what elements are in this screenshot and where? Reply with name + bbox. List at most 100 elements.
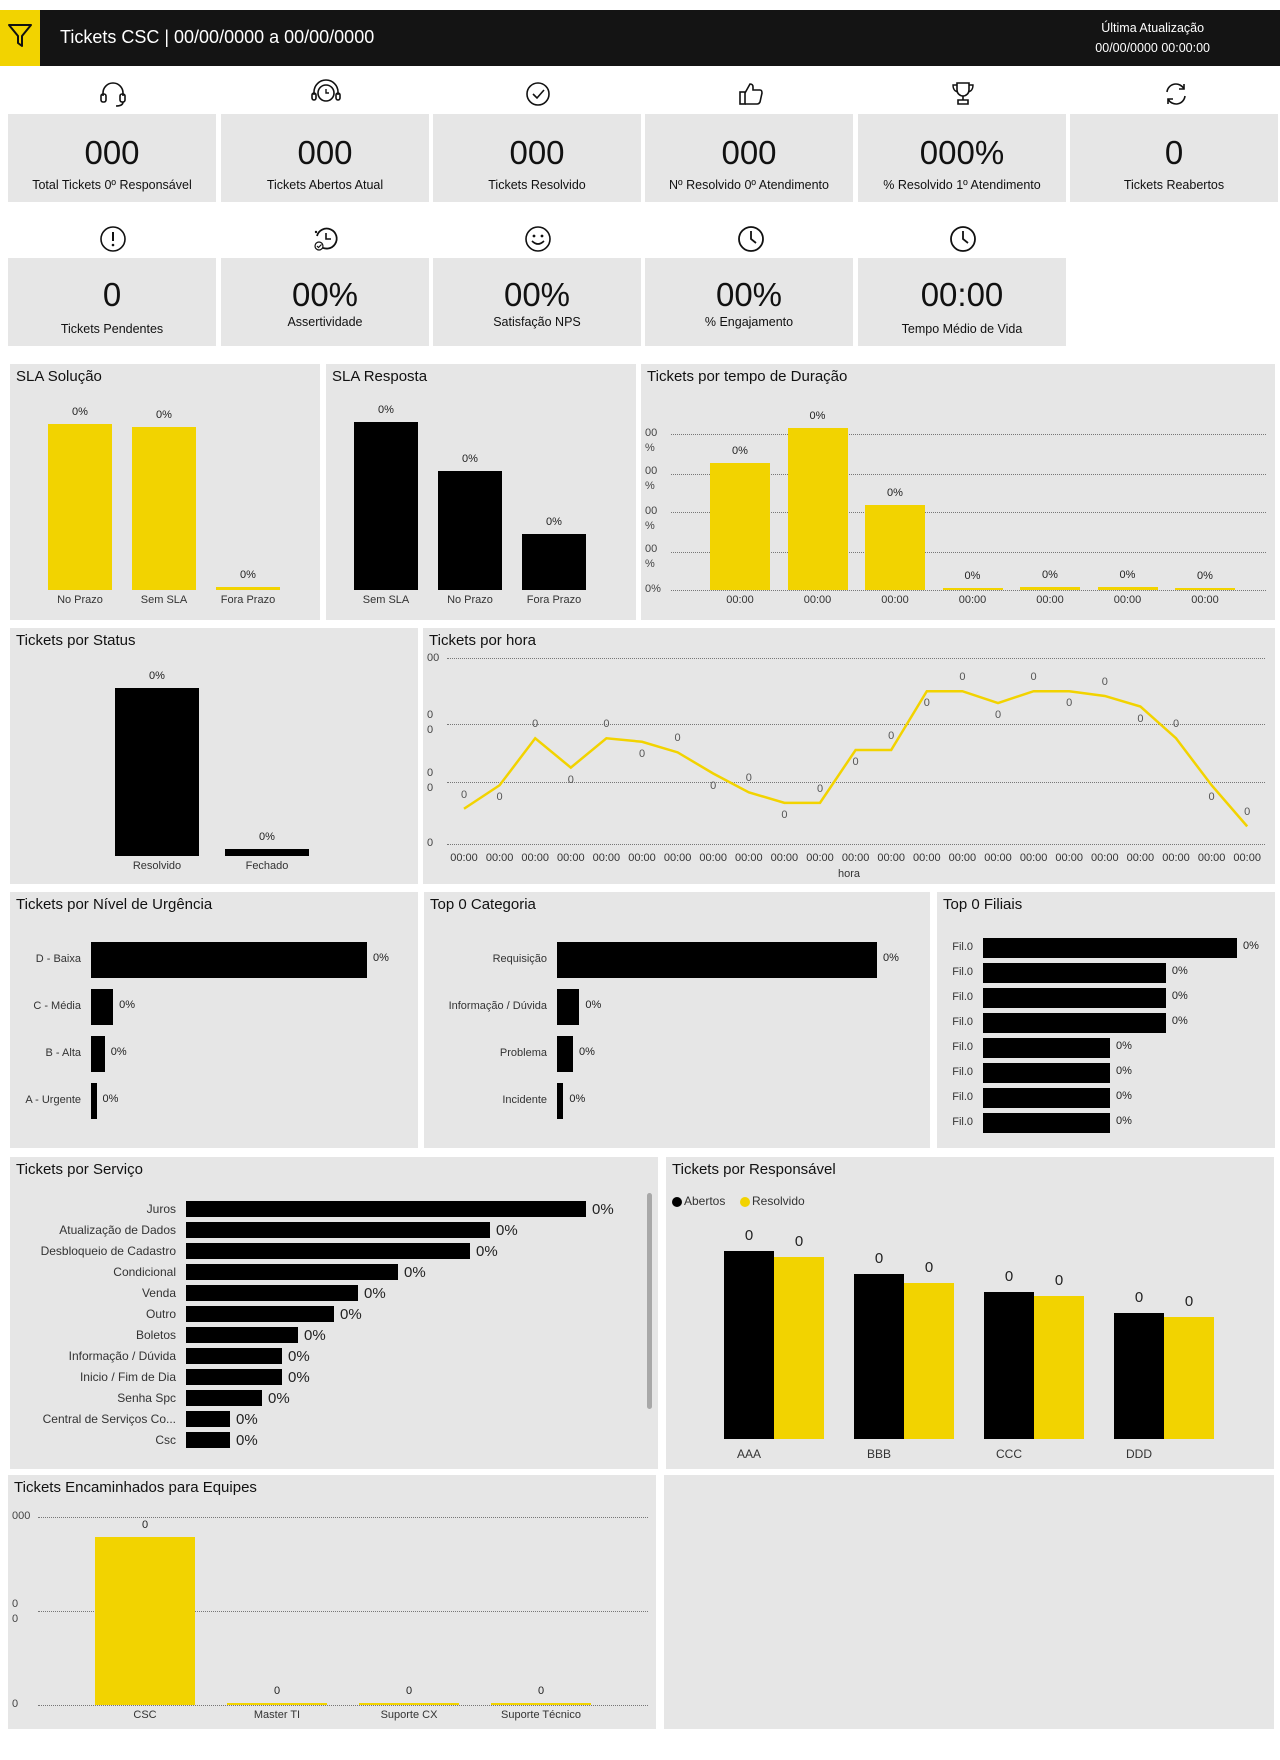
kpi-value: 00:00: [920, 276, 1004, 313]
category-label: Sem SLA: [140, 594, 188, 606]
data-label: 0: [1134, 1289, 1144, 1307]
legend-label: Abertos: [684, 1194, 726, 1208]
data-label: 0%: [236, 1411, 258, 1428]
x-tick-label: 00:00: [841, 852, 870, 864]
gridline: [671, 590, 1266, 591]
chart-bar: [186, 1327, 298, 1343]
chart-title: Tickets por hora: [429, 632, 536, 649]
data-label: 0: [674, 732, 681, 745]
data-label: 0%: [592, 1201, 614, 1218]
data-label: 0%: [373, 952, 389, 964]
data-label: 0: [994, 709, 1002, 721]
empty-panel: [664, 1475, 1274, 1729]
y-tick-label: 0 0: [427, 709, 434, 736]
thumbs-up-icon: [731, 74, 771, 114]
chart-bar: [132, 427, 196, 590]
x-tick-label: 00:00: [770, 852, 799, 864]
kpi-label: Tickets Abertos Atual: [266, 178, 384, 192]
chart-equipes: Tickets Encaminhados para Equipes 000 0 0…: [8, 1475, 656, 1729]
data-label: 0%: [579, 1046, 595, 1058]
category-label: CCC: [996, 1447, 1022, 1461]
data-label: 0: [532, 718, 539, 731]
gridline: [447, 782, 1265, 783]
chart-bar: [865, 505, 925, 590]
data-label: 0%: [476, 1243, 498, 1260]
category-label: Juros: [146, 1202, 176, 1216]
category-label: BBB: [866, 1447, 891, 1461]
data-label: 0%: [156, 409, 172, 422]
kpi-resolved-tickets: 000 Tickets Resolvido: [433, 114, 641, 202]
kpi-label: Tickets Reabertos: [1123, 178, 1225, 192]
chart-title: Top 0 Categoria: [430, 896, 536, 913]
data-label: 0%: [1116, 1040, 1132, 1052]
x-tick-label: 00:00: [913, 852, 941, 864]
data-label: 0: [603, 718, 610, 731]
category-label: Senha Spc: [117, 1391, 176, 1405]
y-tick-label: 0 0: [427, 767, 434, 794]
series-line: [463, 690, 1249, 828]
category-label: C - Média: [33, 1000, 81, 1012]
category-label: 00:00: [958, 594, 987, 606]
chart-bar: [186, 1348, 282, 1364]
data-label: 0%: [1116, 1115, 1132, 1127]
chart-bar: [983, 1013, 1166, 1033]
chart-title: Tickets por tempo de Duração: [647, 368, 848, 385]
data-label: 0: [1208, 791, 1215, 804]
data-label: 0%: [546, 516, 562, 528]
kpi-value: 000: [721, 134, 777, 171]
chart-bar: [904, 1282, 954, 1439]
kpi-resolved-first-count: 000 Nº Resolvido 0º Atendimento: [645, 114, 853, 202]
data-label: 0%: [236, 1432, 258, 1449]
kpi-value: 000: [84, 134, 140, 171]
data-label: 0: [1030, 671, 1037, 684]
chart-bar: [1034, 1296, 1084, 1439]
category-label: Fil.0: [952, 991, 973, 1003]
data-label: 0%: [102, 1093, 119, 1105]
category-label: Informação / Dúvida: [68, 1349, 176, 1363]
scrollbar-thumb[interactable]: [647, 1193, 652, 1409]
data-label: 0: [1184, 1292, 1194, 1310]
chart-bar: [227, 1703, 327, 1705]
chart-bar: [557, 1083, 564, 1119]
trophy-icon: [943, 74, 983, 114]
chart-bar: [186, 1201, 586, 1217]
data-label: 0: [923, 697, 930, 710]
data-label: 0%: [1116, 1065, 1132, 1077]
kpi-value: 000: [509, 134, 565, 171]
data-label: 0: [924, 1258, 934, 1276]
data-label: 0%: [809, 410, 826, 422]
chart-bar: [983, 1113, 1110, 1133]
chart-responsavel: Tickets por Responsável Abertos Resolvido…: [666, 1157, 1274, 1469]
x-tick-label: 00:00: [521, 852, 549, 864]
kpi-label: Tickets Pendentes: [60, 322, 164, 336]
data-label: 0%: [1116, 1090, 1132, 1102]
chart-bar: [91, 989, 114, 1025]
kpi-label: Nº Resolvido 0º Atendimento: [669, 178, 829, 192]
y-tick-label: 00: [427, 652, 440, 664]
category-label: 00:00: [1036, 594, 1064, 606]
x-tick-label: 00:00: [984, 852, 1012, 864]
kpi-resolved-first-pct: 000% % Resolvido 1º Atendimento: [858, 114, 1066, 202]
y-tick-label: 0 0: [12, 1598, 19, 1625]
category-label: Outro: [145, 1307, 176, 1321]
gridline: [447, 658, 1265, 659]
x-tick-label: 00:00: [1126, 852, 1155, 864]
data-label: 0: [816, 782, 824, 795]
x-axis-title: hora: [837, 868, 861, 880]
x-tick-label: 00:00: [485, 852, 514, 864]
kpi-total-tickets: 000 Total Tickets 0º Responsável: [8, 114, 216, 202]
chart-bar: [186, 1222, 490, 1238]
data-label: 0%: [887, 487, 903, 500]
kpi-open-tickets: 000 Tickets Abertos Atual: [221, 114, 429, 202]
x-tick-label: 00:00: [1233, 852, 1261, 864]
chart-title: Tickets por Responsável: [672, 1161, 836, 1178]
filter-button[interactable]: [0, 10, 40, 66]
chart-bar: [186, 1432, 230, 1448]
data-label: 0%: [240, 568, 256, 581]
category-label: Suporte Técnico: [501, 1709, 581, 1721]
header-bar: Tickets CSC | 00/00/0000 a 00/00/0000 Úl…: [0, 10, 1280, 66]
category-label: AAA: [736, 1447, 761, 1461]
chart-bar: [557, 1036, 573, 1072]
category-label: DDD: [1126, 1447, 1152, 1461]
data-label: 0%: [1171, 1015, 1188, 1027]
